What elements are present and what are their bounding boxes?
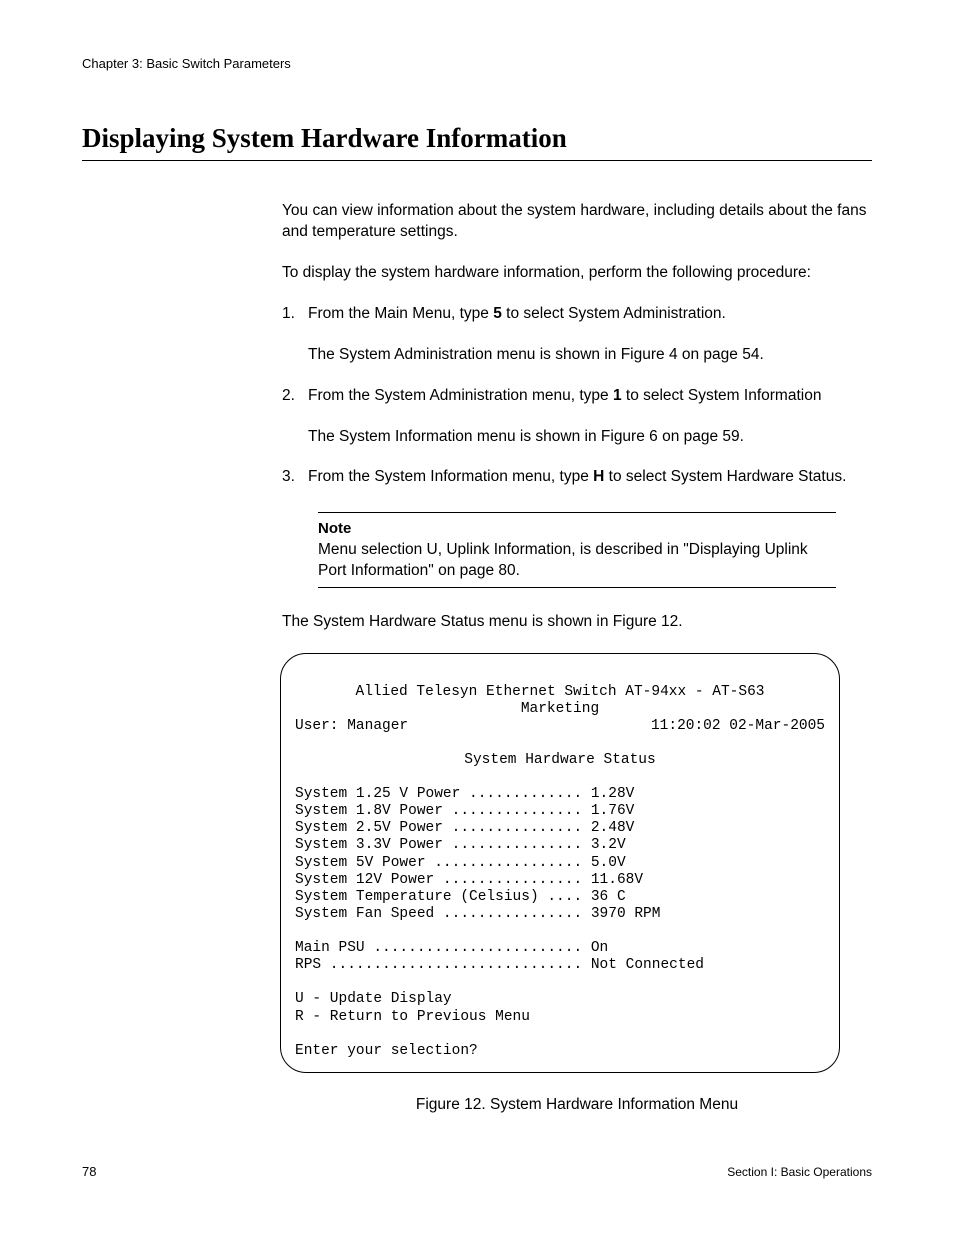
terminal-title-2: Marketing (295, 701, 825, 718)
terminal-rps: RPS ............................. Not Co… (295, 957, 704, 973)
intro-paragraph-1: You can view information about the syste… (282, 201, 872, 243)
step-number: 2. (282, 386, 308, 407)
terminal-prompt: Enter your selection? (295, 1043, 478, 1059)
terminal-user: User: Manager (295, 718, 408, 735)
after-note-paragraph: The System Hardware Status menu is shown… (282, 612, 872, 633)
step-1: 1. From the Main Menu, type 5 to select … (282, 304, 872, 366)
note-box: Note Menu selection U, Uplink Informatio… (318, 512, 836, 588)
terminal-screen-title: System Hardware Status (295, 752, 825, 769)
step-bold-key: 1 (613, 387, 622, 404)
terminal-option-r: R - Return to Previous Menu (295, 1009, 530, 1025)
page-footer: 78 Section I: Basic Operations (82, 1164, 872, 1179)
terminal-row: System 2.5V Power ............... 2.48V (295, 820, 634, 836)
terminal-datetime: 11:20:02 02-Mar-2005 (651, 718, 825, 735)
terminal-row: System Fan Speed ................ 3970 R… (295, 906, 660, 922)
step-text: From the System Administration menu, typ… (308, 386, 872, 407)
terminal-row: System Temperature (Celsius) .... 36 C (295, 889, 626, 905)
step-sub: The System Administration menu is shown … (308, 345, 872, 366)
terminal-row: System 5V Power ................. 5.0V (295, 855, 626, 871)
terminal-option-u: U - Update Display (295, 991, 452, 1007)
terminal-row: System 12V Power ................ 11.68V (295, 872, 643, 888)
terminal-row: System 1.8V Power ............... 1.76V (295, 803, 634, 819)
intro-paragraph-2: To display the system hardware informati… (282, 263, 872, 284)
page-number: 78 (82, 1164, 96, 1179)
step-text: From the Main Menu, type 5 to select Sys… (308, 304, 872, 325)
step-3: 3. From the System Information menu, typ… (282, 467, 872, 488)
step-bold-key: H (593, 468, 604, 485)
step-sub: The System Information menu is shown in … (308, 427, 872, 448)
terminal-psu: Main PSU ........................ On (295, 940, 608, 956)
terminal-row: System 3.3V Power ............... 3.2V (295, 837, 626, 853)
step-bold-key: 5 (493, 305, 502, 322)
step-2: 2. From the System Administration menu, … (282, 386, 872, 448)
terminal-title-1: Allied Telesyn Ethernet Switch AT-94xx -… (295, 684, 825, 701)
note-label: Note (318, 519, 836, 539)
body-content: You can view information about the syste… (282, 201, 872, 1116)
terminal-row: System 1.25 V Power ............. 1.28V (295, 786, 634, 802)
step-text: From the System Information menu, type H… (308, 467, 872, 488)
chapter-header: Chapter 3: Basic Switch Parameters (82, 56, 872, 71)
note-text: Menu selection U, Uplink Information, is… (318, 540, 836, 582)
step-number: 1. (282, 304, 308, 325)
step-number: 3. (282, 467, 308, 488)
section-title: Displaying System Hardware Information (82, 123, 872, 161)
figure-caption: Figure 12. System Hardware Information M… (282, 1095, 872, 1116)
section-label: Section I: Basic Operations (727, 1165, 872, 1179)
terminal-screen: Allied Telesyn Ethernet Switch AT-94xx -… (280, 653, 840, 1073)
